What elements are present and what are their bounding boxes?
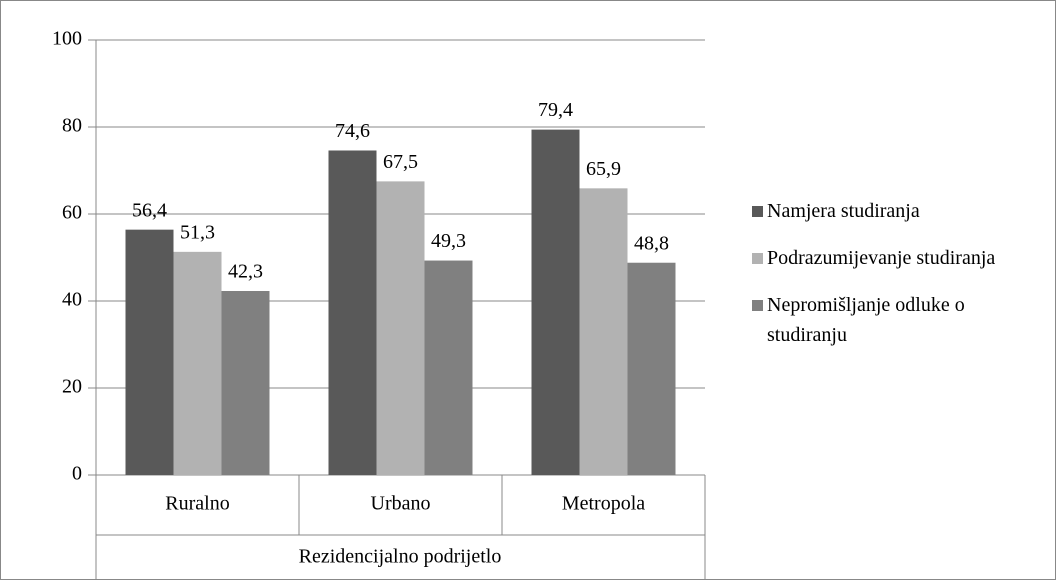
bar: [125, 229, 174, 475]
legend-swatch: [752, 206, 763, 217]
data-label: 67,5: [383, 151, 418, 173]
y-tick-label: 100: [52, 28, 82, 50]
y-tick-label: 80: [62, 115, 82, 137]
y-tick-label: 60: [62, 202, 82, 224]
data-label: 74,6: [335, 120, 370, 142]
bar: [221, 290, 270, 475]
legend-entry: Namjera studiranja: [752, 196, 1002, 226]
y-tick-label: 20: [62, 376, 82, 398]
data-label: 48,8: [634, 232, 669, 254]
legend-entry: Podrazumijevanje studiranja: [752, 243, 1002, 273]
legend-label: Nepromišljanje odluke o studiranju: [767, 294, 965, 346]
legend-swatch: [752, 300, 763, 311]
data-label: 49,3: [431, 230, 466, 252]
data-label: 65,9: [586, 158, 621, 180]
legend-swatch: [752, 253, 763, 264]
legend-label: Podrazumijevanje studiranja: [767, 247, 996, 269]
legend-label: Namjera studiranja: [767, 200, 920, 222]
bar: [376, 181, 425, 475]
bar: [531, 129, 580, 476]
bar: [579, 188, 628, 475]
x-tick-label: Metropola: [562, 493, 645, 515]
bar: [173, 251, 222, 475]
x-tick-label: Urbano: [371, 493, 431, 515]
data-label: 56,4: [132, 199, 167, 221]
y-tick-label: 40: [62, 289, 82, 311]
bar: [328, 150, 377, 476]
data-label: 42,3: [228, 261, 263, 283]
bar: [627, 262, 676, 475]
y-tick-label: 0: [72, 463, 82, 485]
bar: [424, 260, 473, 475]
data-label: 79,4: [538, 99, 573, 121]
x-tick-label: Ruralno: [165, 493, 229, 515]
x-axis-title: Rezidencijalno podrijetlo: [299, 546, 502, 568]
data-label: 51,3: [180, 221, 215, 243]
legend-entry: Nepromišljanje odluke o studiranju: [752, 290, 1002, 350]
legend: Namjera studiranja Podrazumijevanje studi…: [752, 196, 1002, 367]
